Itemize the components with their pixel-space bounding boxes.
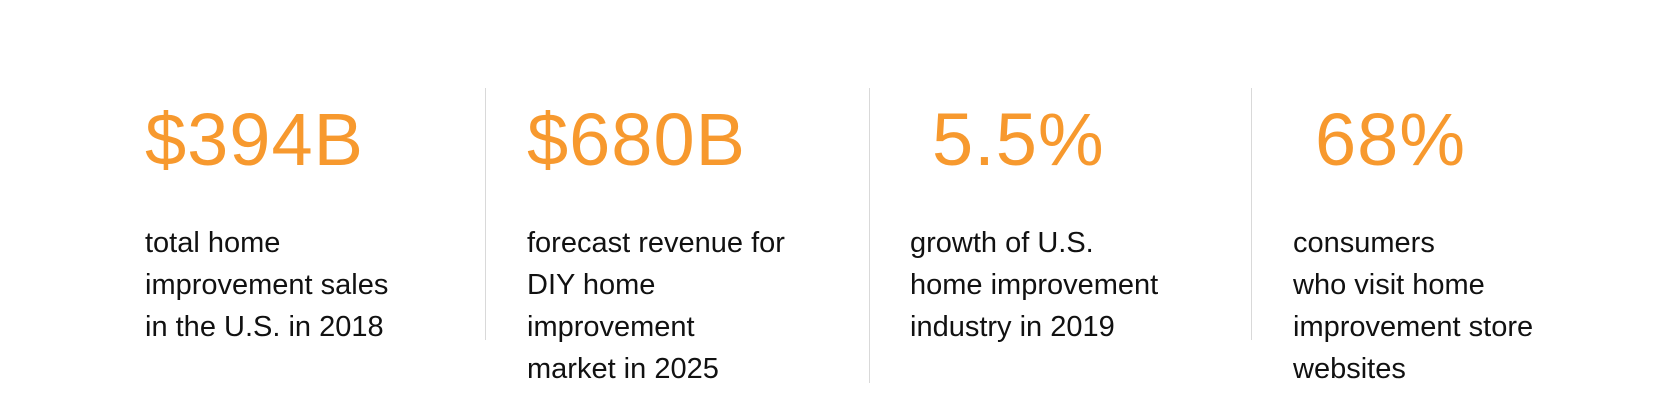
- stat-industry-growth: 5.5% growth of U.S. home improvement ind…: [910, 100, 1240, 348]
- divider: [869, 88, 870, 383]
- stat-description: forecast revenue for DIY home improvemen…: [527, 227, 785, 385]
- stat-value: 5.5%: [932, 98, 1105, 181]
- stat-diy-forecast-revenue: $680B forecast revenue for DIY home impr…: [527, 100, 857, 390]
- stat-value: $680B: [527, 98, 746, 181]
- stat-description: total home improvement sales in the U.S.…: [145, 227, 389, 343]
- stat-consumers-visit-websites: 68% consumers who visit home improvement…: [1293, 100, 1623, 390]
- stat-description: growth of U.S. home improvement industry…: [910, 227, 1159, 343]
- divider: [485, 88, 486, 340]
- stat-value: $394B: [145, 98, 364, 181]
- stat-home-improvement-sales: $394B total home improvement sales in th…: [145, 100, 475, 348]
- stat-value: 68%: [1315, 98, 1467, 181]
- stat-description: consumers who visit home improvement sto…: [1293, 227, 1534, 385]
- divider: [1251, 88, 1252, 340]
